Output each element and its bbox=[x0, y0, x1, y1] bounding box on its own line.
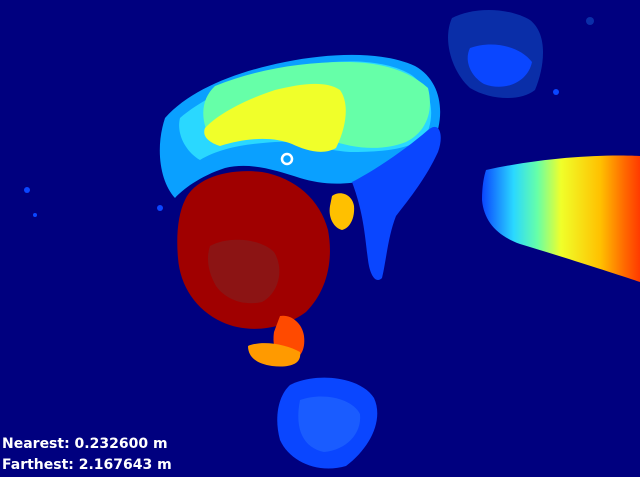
noise-speck bbox=[157, 205, 163, 211]
noise-speck bbox=[24, 187, 30, 193]
head-yellow-band bbox=[204, 83, 346, 152]
right-arm bbox=[352, 126, 441, 280]
noise-speck bbox=[586, 17, 594, 25]
farthest-readout: Farthest: 2.167643 m bbox=[2, 457, 172, 473]
hand-blob bbox=[329, 193, 355, 230]
noise-speck bbox=[553, 89, 559, 95]
wall-strip bbox=[482, 155, 640, 282]
near-object-shadow bbox=[208, 239, 280, 304]
far-blob-bottom-core bbox=[298, 396, 361, 452]
cursor-marker-icon[interactable] bbox=[280, 152, 294, 166]
far-blob-top-right-core bbox=[467, 44, 532, 87]
nearest-readout: Nearest: 0.232600 m bbox=[2, 436, 168, 452]
near-object-base bbox=[248, 343, 301, 367]
noise-speck bbox=[33, 213, 37, 217]
